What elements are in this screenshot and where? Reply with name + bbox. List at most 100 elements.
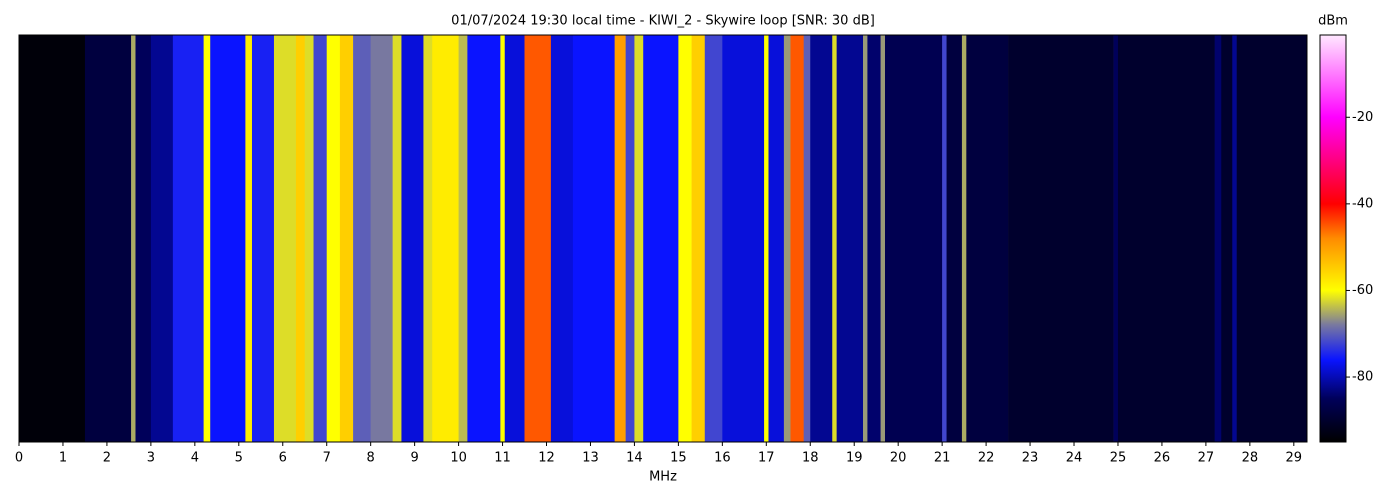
spectrum-band (942, 35, 947, 442)
spectrum-band (704, 35, 723, 442)
colorbar-tick-label: -40 (1352, 196, 1373, 211)
x-tick-label: 25 (1110, 451, 1127, 466)
chart-title: 01/07/2024 19:30 local time - KIWI_2 - S… (451, 14, 875, 29)
x-tick-label: 15 (670, 451, 687, 466)
x-tick-label: 13 (582, 451, 599, 466)
spectrum-band (1117, 35, 1215, 442)
x-tick-label: 11 (494, 451, 511, 466)
spectrum-band (722, 35, 765, 442)
spectrum-band (84, 35, 132, 442)
spectrum-band (614, 35, 626, 442)
x-tick-label: 19 (846, 451, 863, 466)
x-tick-label: 23 (1022, 451, 1039, 466)
x-tick-label: 21 (934, 451, 951, 466)
spectrum-band (863, 35, 868, 442)
colorbar-tick-label: -80 (1352, 370, 1373, 385)
x-tick-label: 6 (279, 451, 287, 466)
spectrum-band (803, 35, 811, 442)
spectrum-band (768, 35, 785, 442)
spectrum-band (634, 35, 644, 442)
spectrum-band (339, 35, 354, 442)
spectrum-band (423, 35, 433, 442)
x-tick-label: 26 (1154, 451, 1171, 466)
spectrum-band (946, 35, 963, 442)
x-tick-label: 14 (626, 451, 643, 466)
spectrum-band (764, 35, 769, 442)
spectrum-band (1214, 35, 1222, 442)
x-tick-label: 24 (1066, 451, 1083, 466)
spectrum-band (326, 35, 341, 442)
spectrum-band (210, 35, 246, 442)
spectrum-band (961, 35, 967, 442)
spectrum-band (458, 35, 468, 442)
x-tick-label: 8 (367, 451, 375, 466)
x-tick-label: 10 (450, 451, 467, 466)
spectrum-band (810, 35, 833, 442)
spectrum-band (790, 35, 804, 442)
x-tick-label: 12 (538, 451, 555, 466)
spectrum-band (1113, 35, 1119, 442)
x-tick-label: 4 (191, 451, 199, 466)
spectrum-band (643, 35, 679, 442)
spectrum-band (966, 35, 1009, 442)
x-tick-label: 18 (802, 451, 819, 466)
spectrum-band (203, 35, 211, 442)
spectrum-band (550, 35, 574, 442)
spectrum-band (1236, 35, 1308, 442)
x-tick-label: 22 (978, 451, 995, 466)
x-tick-label: 27 (1198, 451, 1215, 466)
spectrum-band (313, 35, 328, 442)
spectrum-band (432, 35, 459, 442)
spectrum-band (172, 35, 204, 442)
x-tick-label: 2 (103, 451, 111, 466)
x-tick-label: 0 (15, 451, 23, 466)
x-tick-label: 3 (147, 451, 155, 466)
x-tick-label: 1 (59, 451, 67, 466)
spectrum-band (884, 35, 943, 442)
colorbar-tick-label: -20 (1352, 110, 1373, 125)
x-tick-label: 7 (323, 451, 331, 466)
spectrum-band (524, 35, 552, 442)
spectrum-band (500, 35, 506, 442)
spectrum-band (401, 35, 424, 442)
plot-frame (18, 34, 1308, 443)
x-tick-label: 9 (410, 451, 418, 466)
colorbar-label: dBm (1318, 14, 1348, 29)
spectrum-band (867, 35, 881, 442)
x-tick-label: 17 (758, 451, 775, 466)
colorbar-tick-label: -60 (1352, 283, 1373, 298)
spectrum-band (251, 35, 275, 442)
spectrum-band (19, 35, 86, 442)
spectrum-band (1008, 35, 1114, 442)
spectrum-band (353, 35, 371, 442)
spectrum-band (836, 35, 864, 442)
spectrum-band (392, 35, 402, 442)
spectrum-band (304, 35, 314, 442)
spectrum-band (1221, 35, 1233, 442)
spectrum-band (150, 35, 174, 442)
spectrum-band (783, 35, 791, 442)
spectrum-band (273, 35, 297, 442)
spectrum-band (135, 35, 152, 442)
spectrum-band (625, 35, 635, 442)
spectrum-band (832, 35, 837, 442)
spectrum-band (504, 35, 525, 442)
spectrum-band (131, 35, 136, 442)
x-tick-label: 16 (714, 451, 731, 466)
spectrum-band (572, 35, 615, 442)
x-axis-label: MHz (649, 470, 677, 485)
colorbar (1319, 34, 1347, 443)
x-tick-label: 5 (235, 451, 243, 466)
x-tick-label: 20 (890, 451, 907, 466)
x-tick-label: 28 (1242, 451, 1259, 466)
spectrum-band (295, 35, 306, 442)
spectrum-band (370, 35, 393, 442)
x-tick-label: 29 (1286, 451, 1303, 466)
spectrum-band (467, 35, 501, 442)
spectrum-band (245, 35, 253, 442)
spectrum-band (1232, 35, 1237, 442)
spectrum-band (678, 35, 692, 442)
spectrum-band (691, 35, 706, 442)
spectrum-band (880, 35, 886, 442)
